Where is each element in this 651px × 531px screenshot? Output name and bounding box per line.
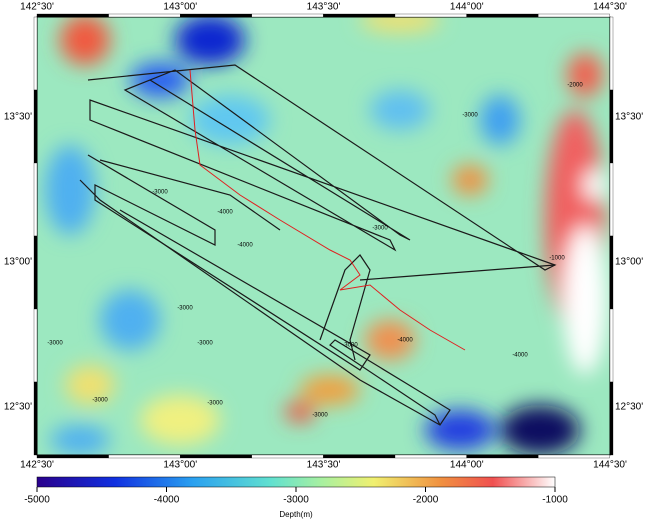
frame-segment (36, 454, 109, 459)
frame-segment (323, 454, 396, 459)
frame-segment (108, 454, 181, 459)
frame-segment (33, 16, 38, 91)
colorbar-tick-label: -5000 (24, 495, 50, 506)
contour-label: -3000 (462, 113, 478, 119)
lon-label: 143°30' (307, 460, 341, 471)
ship-tracks (79, 64, 557, 426)
contour-label: -2000 (567, 83, 583, 89)
contour-label: -3000 (207, 401, 223, 407)
colorbar-tick-label: -1000 (542, 495, 568, 506)
lon-label: 143°00' (163, 460, 197, 471)
frame-segment (323, 13, 396, 18)
frame-segment (538, 13, 610, 18)
contour-label: -4000 (397, 338, 413, 344)
frame-segment (609, 89, 614, 164)
colorbar-tick-label: -3000 (283, 495, 309, 506)
frame-segment (609, 381, 614, 456)
colorbar-tick-label: -4000 (154, 495, 180, 506)
lon-label: 144°00' (450, 2, 484, 13)
lon-label: 143°00' (163, 2, 197, 13)
frame-segment (394, 13, 467, 18)
lon-label: 142°30' (20, 2, 54, 13)
red-track (189, 69, 466, 351)
frame-segment (108, 13, 181, 18)
lon-label: 144°00' (450, 460, 484, 471)
frame-segment (609, 308, 614, 383)
frame-segment (36, 13, 109, 18)
contour-label: -1000 (549, 256, 565, 262)
contour-label: -4000 (512, 353, 528, 359)
frame-segment (251, 13, 324, 18)
frame-segment (180, 13, 252, 18)
frame-segment (609, 162, 614, 237)
contour-label: -3000 (47, 341, 63, 347)
lat-label: 13°00' (615, 257, 643, 268)
frame-segment (33, 308, 38, 383)
frame-segment (394, 454, 467, 459)
frame-segment (180, 454, 252, 459)
contour-label: -3000 (92, 398, 108, 404)
contour-label: -4000 (217, 210, 233, 216)
contour-label: -3000 (342, 343, 358, 349)
frame-segment (251, 454, 324, 459)
lon-label: 144°30' (593, 460, 627, 471)
bathymetry (37, 17, 610, 455)
lat-label: 12°30' (615, 402, 643, 413)
frame-segment (466, 454, 539, 459)
contour-label: -3000 (197, 341, 213, 347)
frame-segment (33, 89, 38, 164)
frame-segment (33, 162, 38, 237)
frame-segment (609, 16, 614, 91)
frame-segment (33, 381, 38, 456)
lon-label: 144°30' (593, 2, 627, 13)
frame-segment (466, 13, 539, 18)
frame-segment (33, 235, 38, 310)
frame-segment (538, 454, 610, 459)
contour-label: -3000 (312, 413, 328, 419)
lat-label: 13°30' (615, 112, 643, 123)
contour-label: -3000 (177, 306, 193, 312)
colorbar-label: Depth(m) (279, 510, 313, 519)
colorbar-tick-label: -2000 (413, 495, 439, 506)
contour-label: -3000 (372, 226, 388, 232)
contour-label: -3000 (152, 190, 168, 196)
lon-label: 142°30' (20, 460, 54, 471)
lat-label: 13°30' (4, 112, 32, 123)
frame-segment (609, 235, 614, 310)
contour-label: -4000 (237, 243, 253, 249)
lat-label: 12°30' (4, 402, 32, 413)
lon-label: 143°30' (307, 2, 341, 13)
lat-label: 13°00' (4, 257, 32, 268)
colorbar (36, 476, 556, 488)
